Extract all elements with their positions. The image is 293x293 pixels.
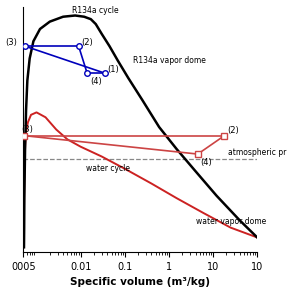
Text: R134a cycle: R134a cycle — [72, 6, 119, 15]
Text: R134a vapor dome: R134a vapor dome — [132, 56, 205, 65]
Text: water vapor dome: water vapor dome — [195, 217, 266, 226]
Text: (2): (2) — [227, 126, 239, 135]
Text: (4): (4) — [201, 158, 212, 167]
Text: (2): (2) — [81, 38, 93, 47]
Text: (3): (3) — [6, 38, 18, 47]
Text: atmospheric pr: atmospheric pr — [228, 148, 287, 157]
Text: (4): (4) — [90, 77, 102, 86]
Text: (3): (3) — [22, 125, 33, 134]
Text: water cycle: water cycle — [86, 164, 130, 173]
Text: (1): (1) — [108, 65, 119, 74]
X-axis label: Specific volume (m³/kg): Specific volume (m³/kg) — [70, 277, 210, 287]
